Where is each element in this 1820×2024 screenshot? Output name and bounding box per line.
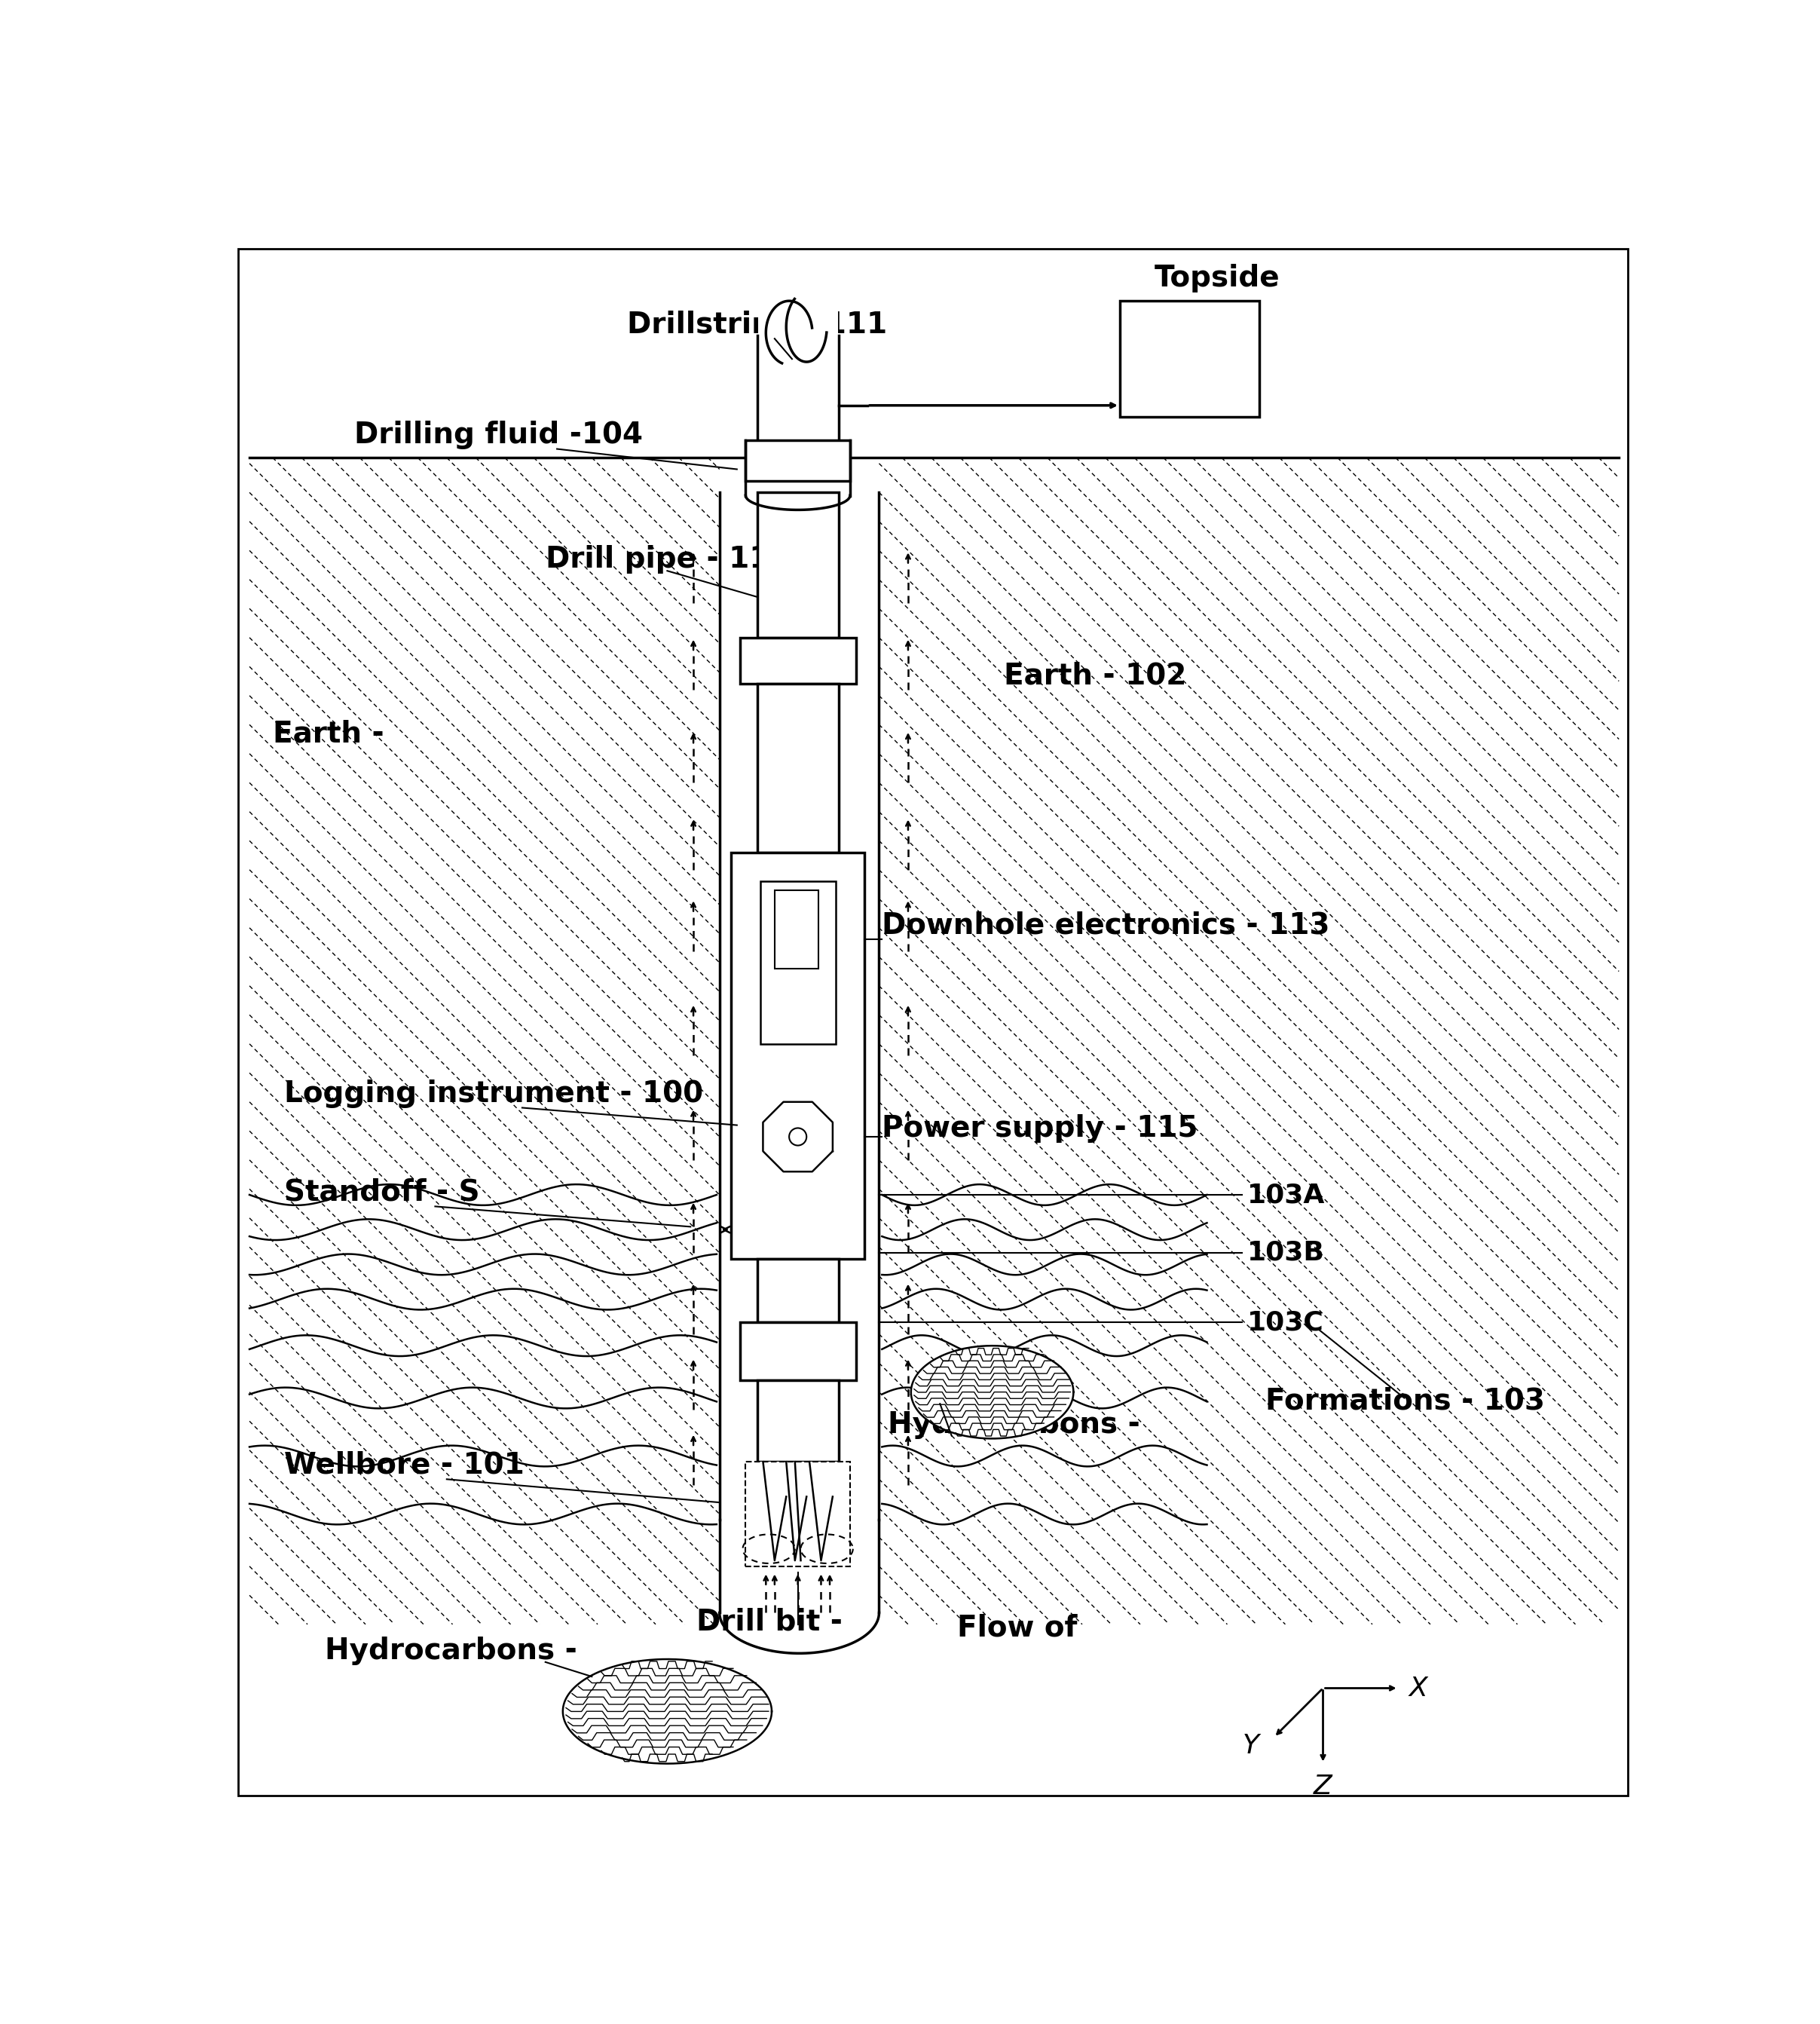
Bar <box>1119 302 1259 417</box>
Text: Topside: Topside <box>1154 263 1279 291</box>
Text: Power supply - 115: Power supply - 115 <box>883 1113 1198 1144</box>
Bar <box>757 1380 839 1461</box>
Text: 103A: 103A <box>1247 1182 1325 1208</box>
Text: Drilling fluid -104: Drilling fluid -104 <box>353 421 642 449</box>
Bar <box>732 852 864 1259</box>
Bar <box>757 1259 839 1322</box>
Bar <box>757 492 839 638</box>
Text: Hydrocarbons -: Hydrocarbons - <box>888 1411 1139 1439</box>
Polygon shape <box>912 1346 1074 1439</box>
Text: Wellbore - 101: Wellbore - 101 <box>284 1451 524 1480</box>
Bar <box>746 1461 850 1567</box>
Text: Drillstring - 111: Drillstring - 111 <box>626 310 886 338</box>
Text: Flow of: Flow of <box>957 1613 1077 1641</box>
Text: 103C: 103C <box>1247 1310 1325 1336</box>
Bar <box>739 638 855 684</box>
Text: Formations - 103: Formations - 103 <box>1265 1386 1545 1415</box>
Bar <box>757 684 839 852</box>
Bar <box>775 891 819 967</box>
Text: Drill pipe - 112: Drill pipe - 112 <box>546 544 790 575</box>
Text: Logging instrument - 100: Logging instrument - 100 <box>284 1079 703 1107</box>
Text: Standoff - S: Standoff - S <box>284 1178 480 1206</box>
Text: X: X <box>1409 1676 1427 1700</box>
Bar <box>757 302 837 457</box>
Polygon shape <box>562 1660 772 1763</box>
Text: Downhole electronics - 113: Downhole electronics - 113 <box>883 911 1330 939</box>
Text: Hydrocarbons -: Hydrocarbons - <box>326 1637 577 1666</box>
Text: Y: Y <box>1243 1733 1259 1759</box>
Bar <box>739 1322 855 1380</box>
Text: Drill bit -: Drill bit - <box>697 1607 843 1635</box>
Polygon shape <box>763 1101 834 1172</box>
Bar <box>746 441 850 482</box>
Text: 103B: 103B <box>1247 1241 1325 1265</box>
Text: Z: Z <box>1314 1775 1332 1799</box>
Circle shape <box>790 1127 806 1146</box>
Text: Earth - 102: Earth - 102 <box>1005 662 1187 690</box>
Bar <box>761 880 835 1044</box>
Text: Earth -: Earth - <box>273 719 384 749</box>
